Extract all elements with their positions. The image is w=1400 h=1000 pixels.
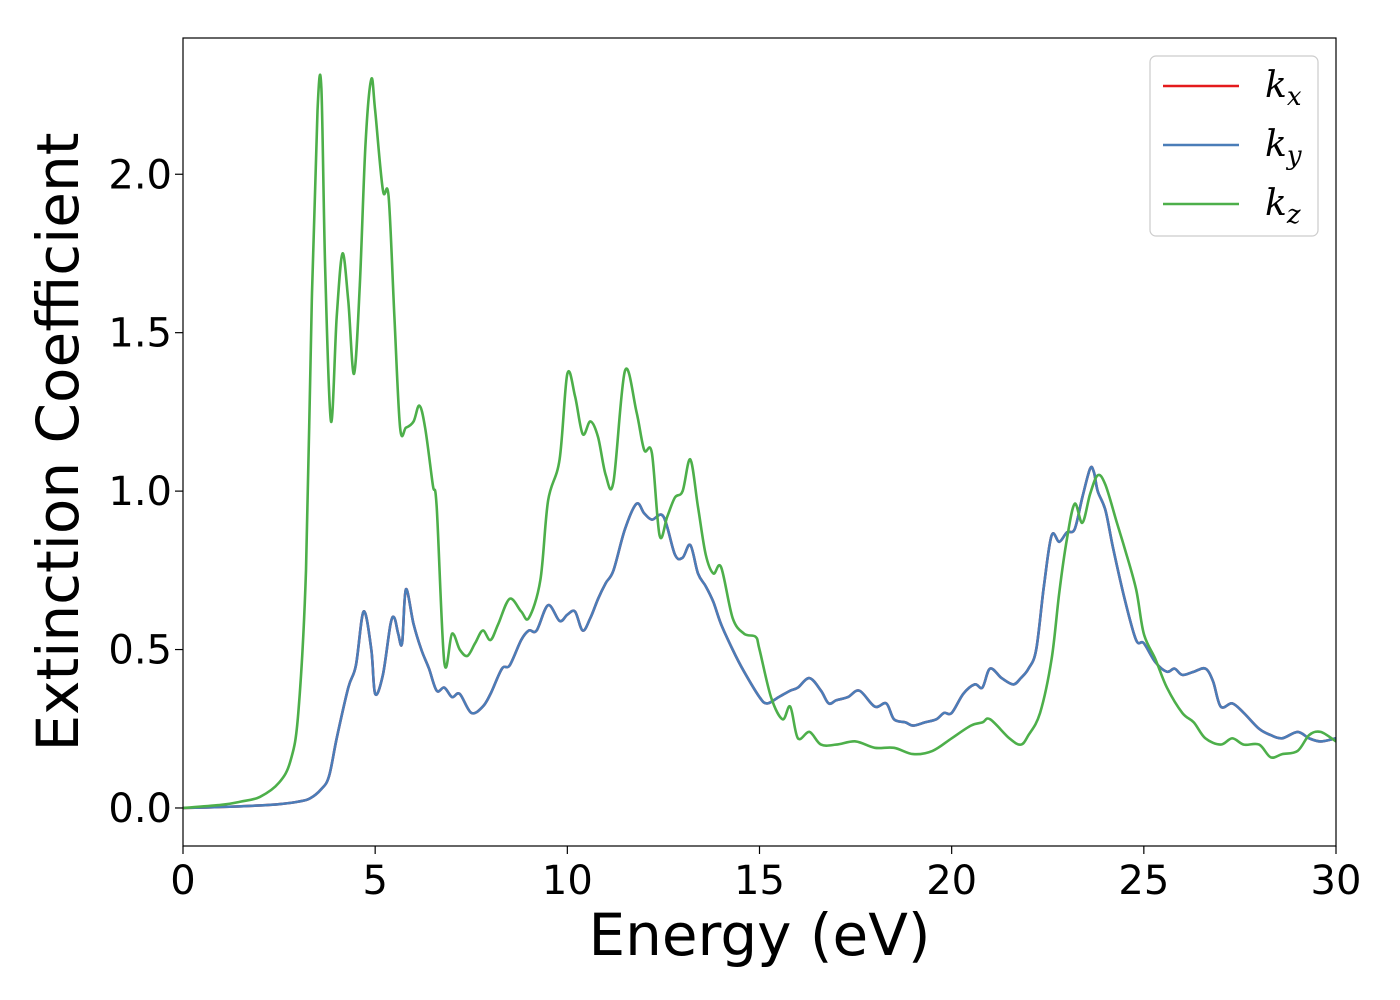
x-tick-label: 10 — [542, 858, 593, 904]
x-axis: 0 5 10 15 20 25 30 — [170, 846, 1361, 904]
x-tick-label: 0 — [170, 858, 195, 904]
y-tick-label: 2.0 — [108, 152, 172, 198]
y-tick-label: 0.5 — [108, 628, 172, 674]
x-tick-label: 15 — [734, 858, 785, 904]
plot-background — [183, 38, 1336, 846]
series-layer — [183, 73, 1336, 810]
y-axis-title: Extinction Coefficient — [24, 133, 92, 752]
y-axis: 0.0 0.5 1.0 1.5 2.0 — [108, 152, 183, 832]
x-tick-label: 30 — [1311, 858, 1362, 904]
y-tick-label: 1.0 — [108, 469, 172, 515]
y-tick-label: 0.0 — [108, 786, 172, 832]
series-line-y — [183, 465, 1336, 810]
x-tick-label: 20 — [926, 858, 977, 904]
x-axis-title: Energy (eV) — [588, 901, 930, 969]
x-tick-label: 25 — [1118, 858, 1169, 904]
x-tick-label: 5 — [362, 858, 387, 904]
series-line-z — [183, 73, 1336, 810]
y-tick-label: 1.5 — [108, 311, 172, 357]
